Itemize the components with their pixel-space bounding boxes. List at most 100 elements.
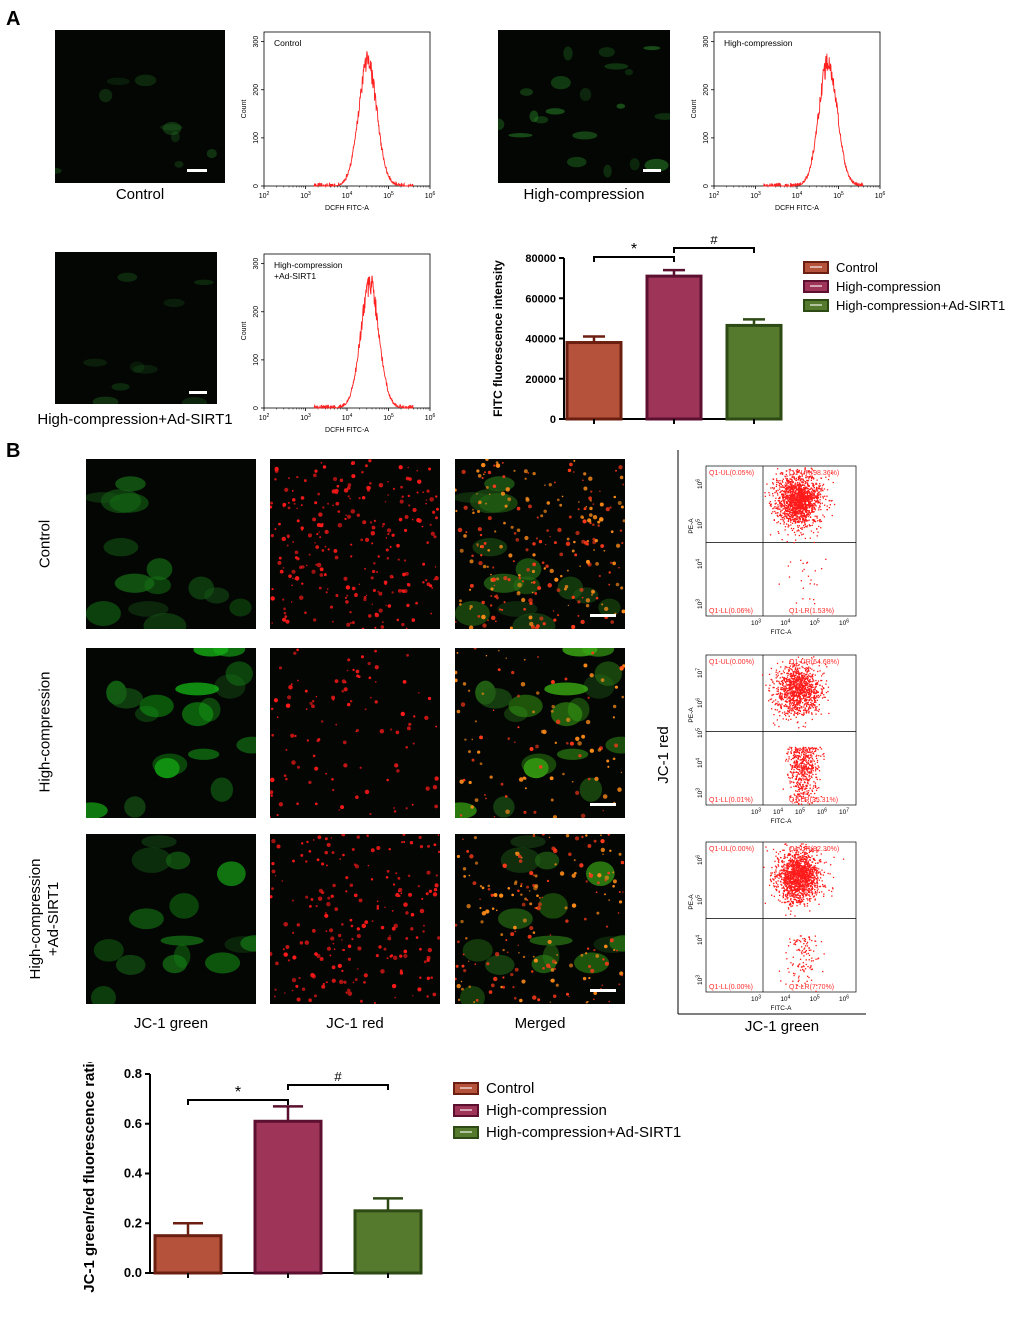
event-dot — [803, 675, 805, 677]
event-dot — [786, 501, 788, 503]
event-dot — [801, 481, 803, 484]
mito-punctum — [528, 598, 533, 603]
event-dot — [793, 511, 796, 513]
event-dot — [780, 707, 783, 710]
event-dot — [808, 485, 810, 487]
event-dot — [772, 483, 774, 485]
event-dot — [799, 698, 801, 700]
event-dot — [813, 781, 815, 783]
mito-punctum — [419, 976, 422, 979]
event-dot — [769, 504, 771, 507]
event-dot — [795, 761, 797, 763]
mito-punctum — [271, 838, 276, 844]
event-dot — [785, 494, 787, 497]
event-dot — [808, 505, 810, 507]
event-dot — [784, 484, 786, 486]
event-dot — [785, 500, 787, 503]
event-dot — [787, 760, 789, 762]
event-dot — [764, 492, 766, 494]
event-dot — [812, 495, 814, 497]
mito-punctum — [297, 679, 299, 682]
mito-punctum — [422, 562, 426, 566]
event-dot — [800, 687, 802, 689]
event-dot — [801, 683, 803, 686]
mito-punctum — [532, 995, 537, 1000]
cell-blob — [529, 110, 539, 123]
event-dot — [792, 506, 794, 508]
mito-punctum — [473, 836, 477, 840]
event-dot — [792, 771, 795, 774]
mito-punctum — [480, 544, 485, 549]
event-dot — [784, 713, 786, 715]
mito-punctum — [364, 464, 368, 468]
event-dot — [789, 503, 791, 506]
cell-body — [508, 694, 543, 718]
event-dot — [802, 509, 805, 511]
mito-punctum — [365, 594, 368, 597]
event-dot — [798, 788, 801, 790]
event-dot — [782, 684, 784, 686]
mito-punctum — [459, 603, 462, 606]
event-dot — [793, 691, 795, 694]
mito-punctum — [593, 839, 597, 843]
cell-body — [152, 753, 188, 776]
event-dot — [802, 478, 804, 481]
event-dot — [791, 504, 793, 506]
mito-punctum — [292, 931, 295, 934]
event-dot — [786, 517, 788, 519]
cell-body — [598, 598, 621, 617]
event-dot — [777, 672, 779, 674]
event-dot — [804, 506, 806, 508]
mito-punctum — [320, 720, 324, 723]
event-dot — [797, 768, 800, 771]
event-dot — [806, 514, 808, 517]
event-dot — [786, 672, 788, 675]
event-dot — [813, 696, 815, 698]
mito-punctum — [531, 569, 535, 574]
event-dot — [784, 496, 786, 498]
mito-punctum — [604, 893, 606, 896]
event-dot — [793, 703, 795, 705]
event-dot — [785, 473, 787, 476]
event-dot — [817, 696, 819, 699]
mito-punctum — [456, 651, 459, 654]
event-dot — [799, 493, 801, 495]
event-dot — [787, 491, 790, 493]
event-dot — [808, 499, 810, 501]
event-dot — [791, 507, 793, 509]
event-dot — [781, 489, 784, 492]
event-dot — [807, 496, 810, 498]
cell-blob — [117, 272, 138, 282]
event-dot — [807, 679, 809, 681]
mito-punctum — [405, 937, 409, 940]
mito-punctum — [391, 533, 395, 537]
mito-punctum — [569, 741, 574, 746]
mito-punctum — [574, 836, 580, 841]
event-dot — [790, 751, 792, 753]
event-dot — [806, 525, 808, 527]
mito-punctum — [425, 502, 427, 505]
event-dot — [803, 779, 805, 781]
jc1-image-content — [270, 648, 439, 818]
event-dot — [819, 506, 821, 508]
event-dot — [822, 687, 824, 689]
mito-punctum — [585, 506, 587, 508]
event-dot — [784, 503, 786, 505]
mito-punctum — [543, 509, 547, 514]
event-dot — [808, 688, 810, 690]
mito-punctum — [579, 565, 581, 567]
event-dot — [796, 502, 798, 504]
mito-punctum — [457, 527, 463, 533]
event-dot — [789, 487, 791, 489]
mito-punctum — [364, 567, 366, 570]
event-dot — [801, 698, 803, 700]
event-dot — [786, 513, 789, 515]
event-dot — [794, 493, 796, 495]
event-dot — [801, 516, 803, 518]
mito-punctum — [571, 624, 576, 629]
mito-punctum — [352, 981, 355, 984]
mito-punctum — [578, 754, 582, 758]
mito-punctum — [288, 574, 292, 579]
event-dot — [813, 477, 815, 480]
flow-x-tick-label: 106 — [817, 808, 827, 817]
